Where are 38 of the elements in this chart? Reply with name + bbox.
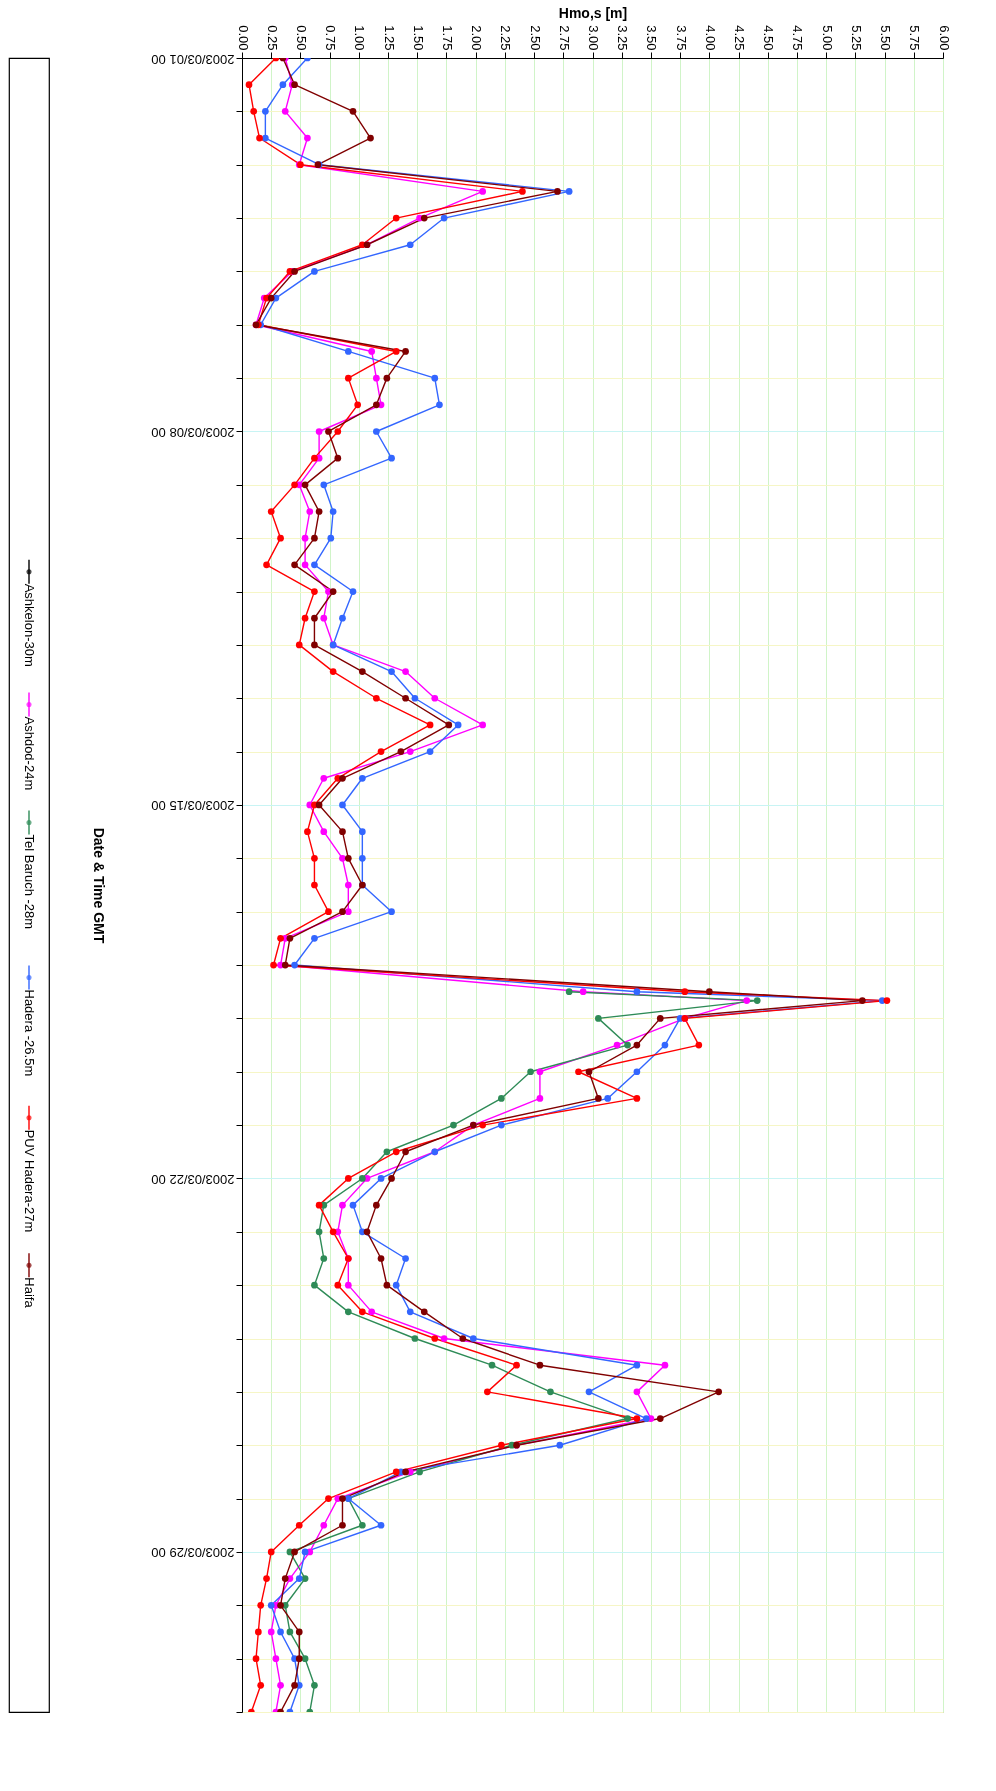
x-tick-label: 2.25 [498, 25, 514, 51]
x-tick-label: 3.00 [586, 25, 601, 51]
x-tick-label: 2.00 [469, 25, 485, 51]
x-tick-label: 3.75 [673, 25, 689, 51]
legend-label: Tel Baruch -28m [22, 834, 37, 930]
x-tick-label: 0.25 [264, 25, 280, 51]
x-axis-title: Hmo,s [m] [558, 5, 628, 22]
x-tick-label: 2.75 [556, 25, 572, 51]
x-tick-label: 5.50 [878, 25, 894, 51]
y-tick-label: 2003/03/01 00 [151, 51, 235, 67]
legend-label: Ashkelon-30m [22, 583, 37, 667]
legend-label: Ashdod-24m [22, 716, 37, 791]
y-tick-label: 2003/03/22 00 [151, 1171, 235, 1187]
x-tick-label: 1.25 [381, 25, 397, 51]
y-tick-label: 2003/03/08 00 [151, 424, 235, 440]
x-tick-label: 1.50 [410, 25, 426, 51]
x-tick-label: 5.25 [848, 25, 864, 51]
x-tick-label: 1.00 [352, 25, 368, 51]
x-tick-label: 4.50 [761, 25, 777, 51]
x-tick-label: 0.75 [323, 25, 339, 51]
x-tick-label: 3.50 [644, 25, 660, 51]
legend-label: Haifa [22, 1277, 37, 1309]
legend-label: PUV Hadera-27m [22, 1129, 37, 1233]
x-tick-label: 4.75 [790, 25, 806, 51]
x-tick-label: 0.50 [293, 25, 309, 51]
y-tick-label: 2003/03/15 00 [151, 798, 235, 814]
x-tick-label: 6.00 [936, 25, 952, 51]
x-tick-label: 5.00 [819, 25, 835, 51]
x-tick-label: 0.00 [235, 25, 251, 51]
x-tick-label: 2.50 [527, 25, 543, 51]
x-tick-label: 1.75 [439, 25, 455, 51]
legend-label: Hadera -26.5m [22, 989, 37, 1077]
y-axis-title: Date & Time GMT [91, 827, 108, 944]
x-tick-label: 4.25 [732, 25, 748, 51]
y-tick-label: 2003/03/29 00 [151, 1545, 235, 1561]
x-tick-label: 5.75 [907, 25, 923, 51]
x-tick-label: 3.25 [615, 25, 631, 51]
x-tick-label: 4.00 [702, 25, 718, 51]
